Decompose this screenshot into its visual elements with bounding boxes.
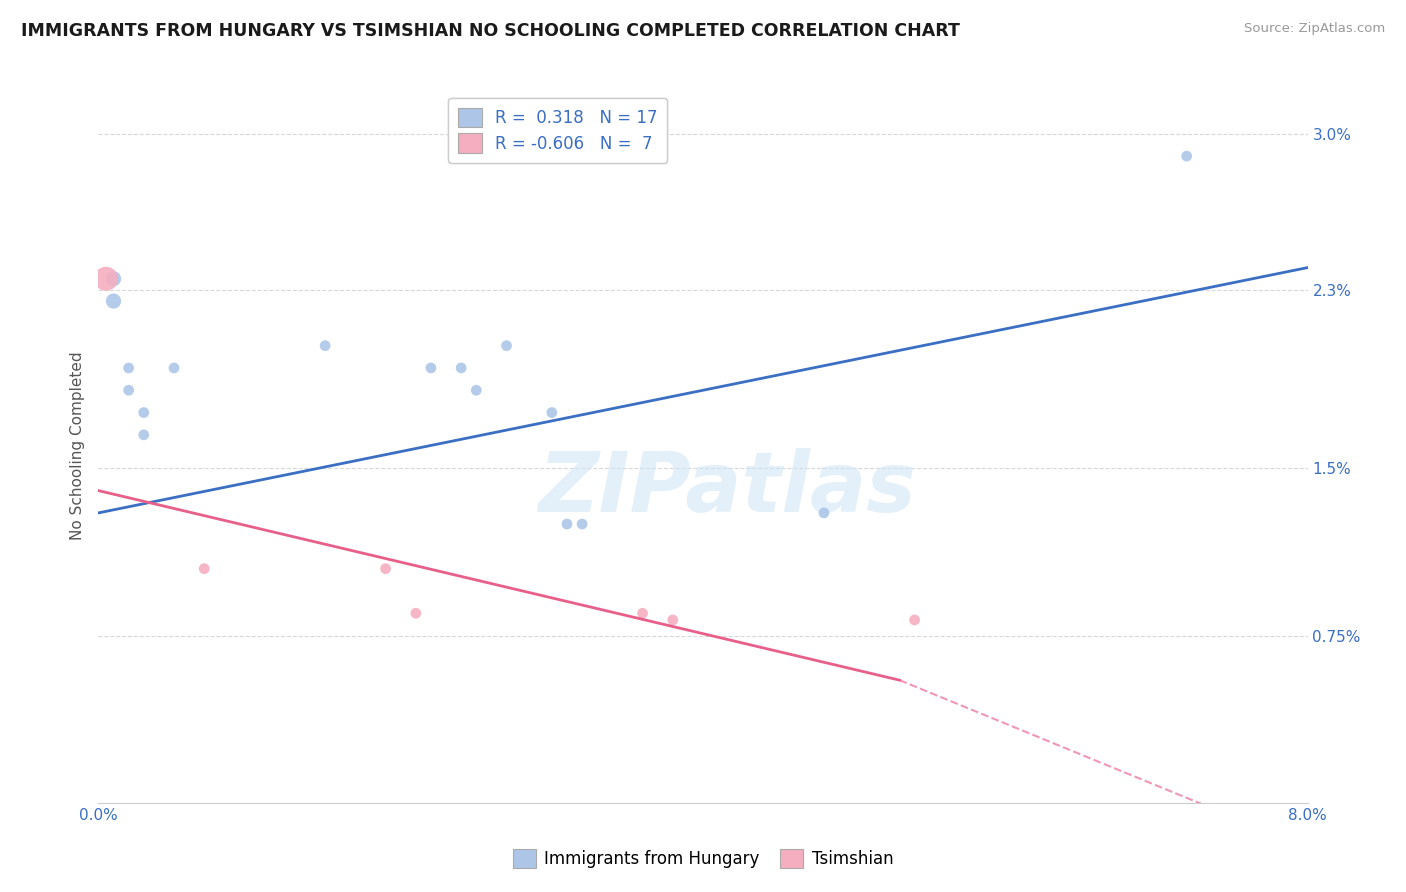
Point xyxy=(631,607,654,621)
Legend: R =  0.318   N = 17, R = -0.606   N =  7: R = 0.318 N = 17, R = -0.606 N = 7 xyxy=(449,97,668,162)
Point xyxy=(374,562,396,576)
Point xyxy=(661,613,683,627)
Legend: Immigrants from Hungary, Tsimshian: Immigrants from Hungary, Tsimshian xyxy=(506,842,900,875)
Point xyxy=(118,360,141,375)
Point xyxy=(103,271,125,285)
Point xyxy=(540,405,562,419)
Point xyxy=(118,384,141,398)
Point xyxy=(813,506,835,520)
Point xyxy=(132,427,155,442)
Y-axis label: No Schooling Completed: No Schooling Completed xyxy=(69,351,84,541)
Point xyxy=(163,360,186,375)
Point xyxy=(405,607,427,621)
Point xyxy=(103,293,125,308)
Text: IMMIGRANTS FROM HUNGARY VS TSIMSHIAN NO SCHOOLING COMPLETED CORRELATION CHART: IMMIGRANTS FROM HUNGARY VS TSIMSHIAN NO … xyxy=(21,22,960,40)
Point xyxy=(419,360,441,375)
Point xyxy=(450,360,472,375)
Text: Source: ZipAtlas.com: Source: ZipAtlas.com xyxy=(1244,22,1385,36)
Point xyxy=(314,338,336,352)
Point xyxy=(132,405,155,419)
Point xyxy=(571,517,593,532)
Text: ZIPatlas: ZIPatlas xyxy=(538,449,917,529)
Point xyxy=(94,271,117,285)
Point xyxy=(193,562,215,576)
Point xyxy=(903,613,925,627)
Point xyxy=(1175,149,1198,163)
Point xyxy=(465,384,488,398)
Point xyxy=(495,338,517,352)
Point xyxy=(555,517,578,532)
